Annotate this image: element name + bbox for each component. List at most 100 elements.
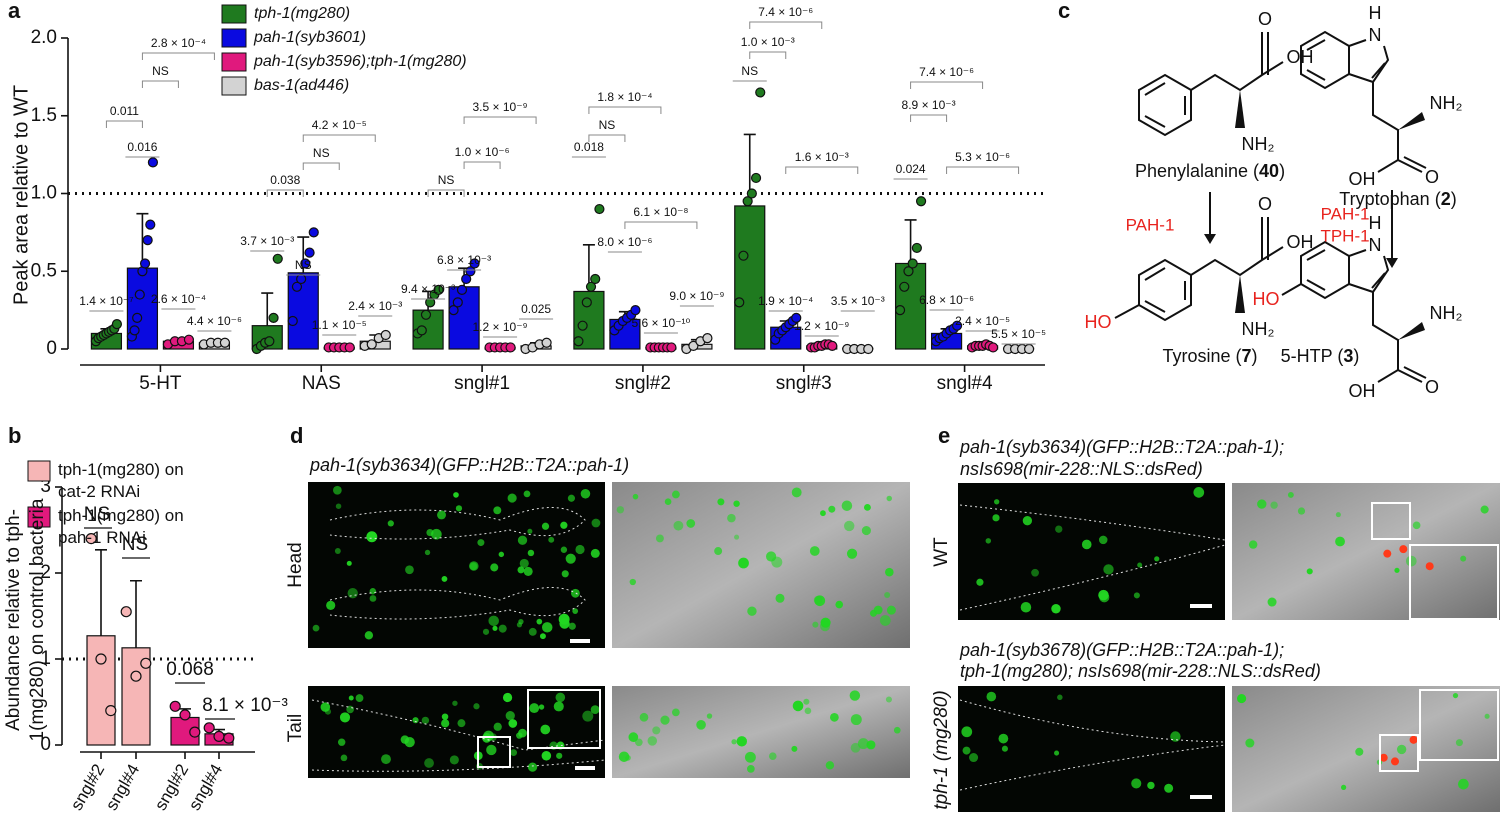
cell-nucleus	[518, 729, 527, 738]
cell-nucleus	[456, 505, 462, 511]
bond	[1191, 32, 1283, 90]
cell-nucleus	[441, 719, 449, 727]
data-point	[453, 298, 462, 307]
cell-nucleus	[652, 726, 660, 734]
p-value: 1.4 × 10⁻⁷	[79, 294, 133, 308]
legend-label: tph-1(mg280)	[254, 5, 350, 22]
cell-nucleus	[1031, 569, 1039, 577]
data-point	[135, 290, 144, 299]
y-tick-label: 0	[46, 338, 57, 359]
bracket	[625, 222, 697, 229]
p-value: 0.038	[270, 173, 300, 187]
cell-nucleus	[994, 499, 999, 504]
cell-nucleus	[486, 745, 496, 755]
cell-nucleus	[656, 535, 664, 543]
bracket	[303, 163, 339, 170]
p-value: NS	[152, 64, 169, 78]
x-tick-label: sngl#3	[776, 373, 832, 394]
cell-nucleus	[1147, 782, 1154, 789]
data-point	[917, 197, 926, 206]
x-tick-label: 5-HT	[139, 373, 182, 394]
p-value: 0.068	[166, 659, 214, 680]
error-bar	[130, 581, 142, 648]
data-point	[184, 335, 193, 344]
cell-nucleus	[1055, 525, 1062, 532]
cell-nucleus	[520, 559, 529, 568]
legend-swatch	[222, 5, 246, 23]
cell-nucleus	[326, 601, 335, 610]
cell-nucleus	[830, 713, 839, 722]
micrograph	[1232, 686, 1500, 812]
cell-nucleus	[348, 588, 358, 598]
cell-nucleus	[820, 510, 826, 516]
cell-nucleus	[452, 701, 457, 706]
cell-nucleus	[1170, 731, 1180, 741]
data-point	[417, 326, 426, 335]
cell-nucleus	[338, 738, 345, 745]
atom: OH	[1349, 381, 1376, 401]
p-value: 9.4 × 10⁻³	[401, 282, 455, 296]
bracket	[911, 115, 947, 122]
cell-nucleus	[528, 550, 534, 556]
data-point	[703, 334, 712, 343]
cell-nucleus	[529, 703, 539, 713]
p-value: NS	[741, 64, 758, 78]
cell-nucleus	[1103, 564, 1113, 574]
legend-label: tph-1(mg280) on cat-2 RNAi	[58, 459, 208, 503]
y-axis-label: Peak area relative to WT	[10, 85, 32, 305]
data-point	[273, 254, 282, 263]
cell-nucleus	[862, 526, 871, 535]
cell-nucleus	[1051, 604, 1060, 613]
y-tick-label: 0.5	[31, 260, 57, 281]
cell-nucleus	[561, 547, 567, 553]
cell-nucleus	[1268, 598, 1277, 607]
x-tick-label: sngl#4	[102, 761, 144, 812]
cell-nucleus	[998, 734, 1008, 744]
cell-nucleus	[524, 567, 533, 576]
data-point	[288, 317, 297, 326]
cell-nucleus	[562, 570, 569, 577]
cell-nucleus	[1383, 550, 1391, 558]
micrograph-title: pah-1(syb3678)(GFP::H2B::T2A::pah-1);	[959, 640, 1284, 660]
cell-nucleus	[356, 694, 364, 702]
cell-nucleus	[518, 536, 527, 545]
p-value: 1.1 × 10⁻⁵	[312, 318, 367, 332]
cell-nucleus	[733, 500, 739, 506]
p-value: 4.2 × 10⁻⁵	[312, 118, 367, 132]
cell-nucleus	[963, 747, 971, 755]
data-point	[345, 343, 354, 352]
enzyme: PAH-1	[1321, 204, 1370, 223]
cell-nucleus	[524, 491, 531, 498]
cell-nucleus	[349, 695, 354, 700]
wedge	[1398, 112, 1425, 130]
p-value: 0.025	[521, 302, 551, 316]
atom: N	[1369, 235, 1382, 255]
cell-nucleus	[717, 498, 724, 505]
cell-nucleus	[1021, 602, 1032, 613]
arrow-head	[1204, 234, 1216, 244]
cell-nucleus	[1237, 694, 1246, 703]
cell-nucleus	[1082, 540, 1092, 550]
cell-nucleus	[542, 523, 549, 530]
bracket	[786, 167, 858, 174]
bracket	[589, 107, 661, 114]
error-bar	[95, 550, 107, 636]
atom: O	[1425, 167, 1439, 187]
cell-nucleus	[886, 696, 892, 702]
cell-nucleus	[494, 723, 502, 731]
cell-nucleus	[1057, 695, 1062, 700]
y-axis-label: Abundance relative to tph-1(mg280) on co…	[2, 470, 50, 770]
atom: NH₂	[1430, 93, 1463, 113]
cell-nucleus	[503, 693, 512, 702]
cell-nucleus	[437, 510, 446, 519]
cell-nucleus	[1481, 506, 1489, 514]
data-point	[381, 331, 390, 340]
atom: HO	[1085, 312, 1112, 332]
cell-nucleus	[844, 521, 854, 531]
cell-nucleus	[1460, 556, 1466, 562]
cell-nucleus	[483, 629, 489, 635]
cell-nucleus	[887, 496, 892, 501]
x-tick-label: sngl#1	[454, 373, 510, 394]
cell-nucleus	[1426, 562, 1434, 570]
p-value: 6.1 × 10⁻⁸	[633, 205, 688, 219]
